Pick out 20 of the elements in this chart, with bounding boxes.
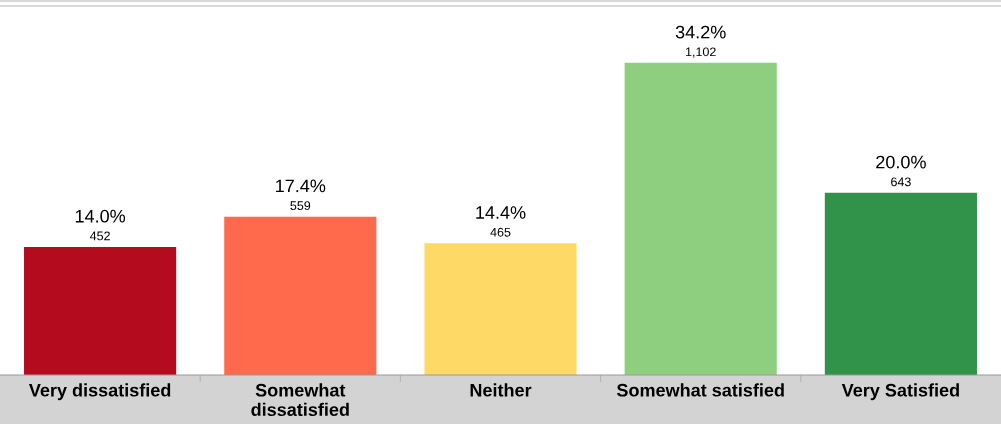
annotation: 20.0% (876, 155, 926, 169)
annotation: 14.0% (75, 209, 126, 223)
annotation: 14.4% (476, 206, 526, 219)
data-label: 559 (290, 201, 311, 211)
data-label: 452 (89, 231, 110, 241)
x-tick-label: Very dissatisfied (28, 383, 171, 401)
data-label: 465 (490, 227, 511, 237)
data-label: 643 (891, 177, 911, 187)
bar (824, 192, 977, 375)
x-tick-label: Somewhat satisfied (616, 383, 784, 397)
x-tick-label: Somewhat dissatisfied (251, 383, 349, 417)
annotation: 34.2% (675, 25, 726, 39)
x-tick-label: Very Satisfied (841, 383, 959, 401)
bar (224, 216, 377, 375)
bar (424, 243, 577, 375)
data-label: 1,102 (686, 47, 716, 58)
annotation: 17.4% (276, 179, 326, 193)
bar (24, 246, 177, 375)
x-tick-label: Neither (470, 383, 532, 397)
bar (624, 62, 777, 375)
